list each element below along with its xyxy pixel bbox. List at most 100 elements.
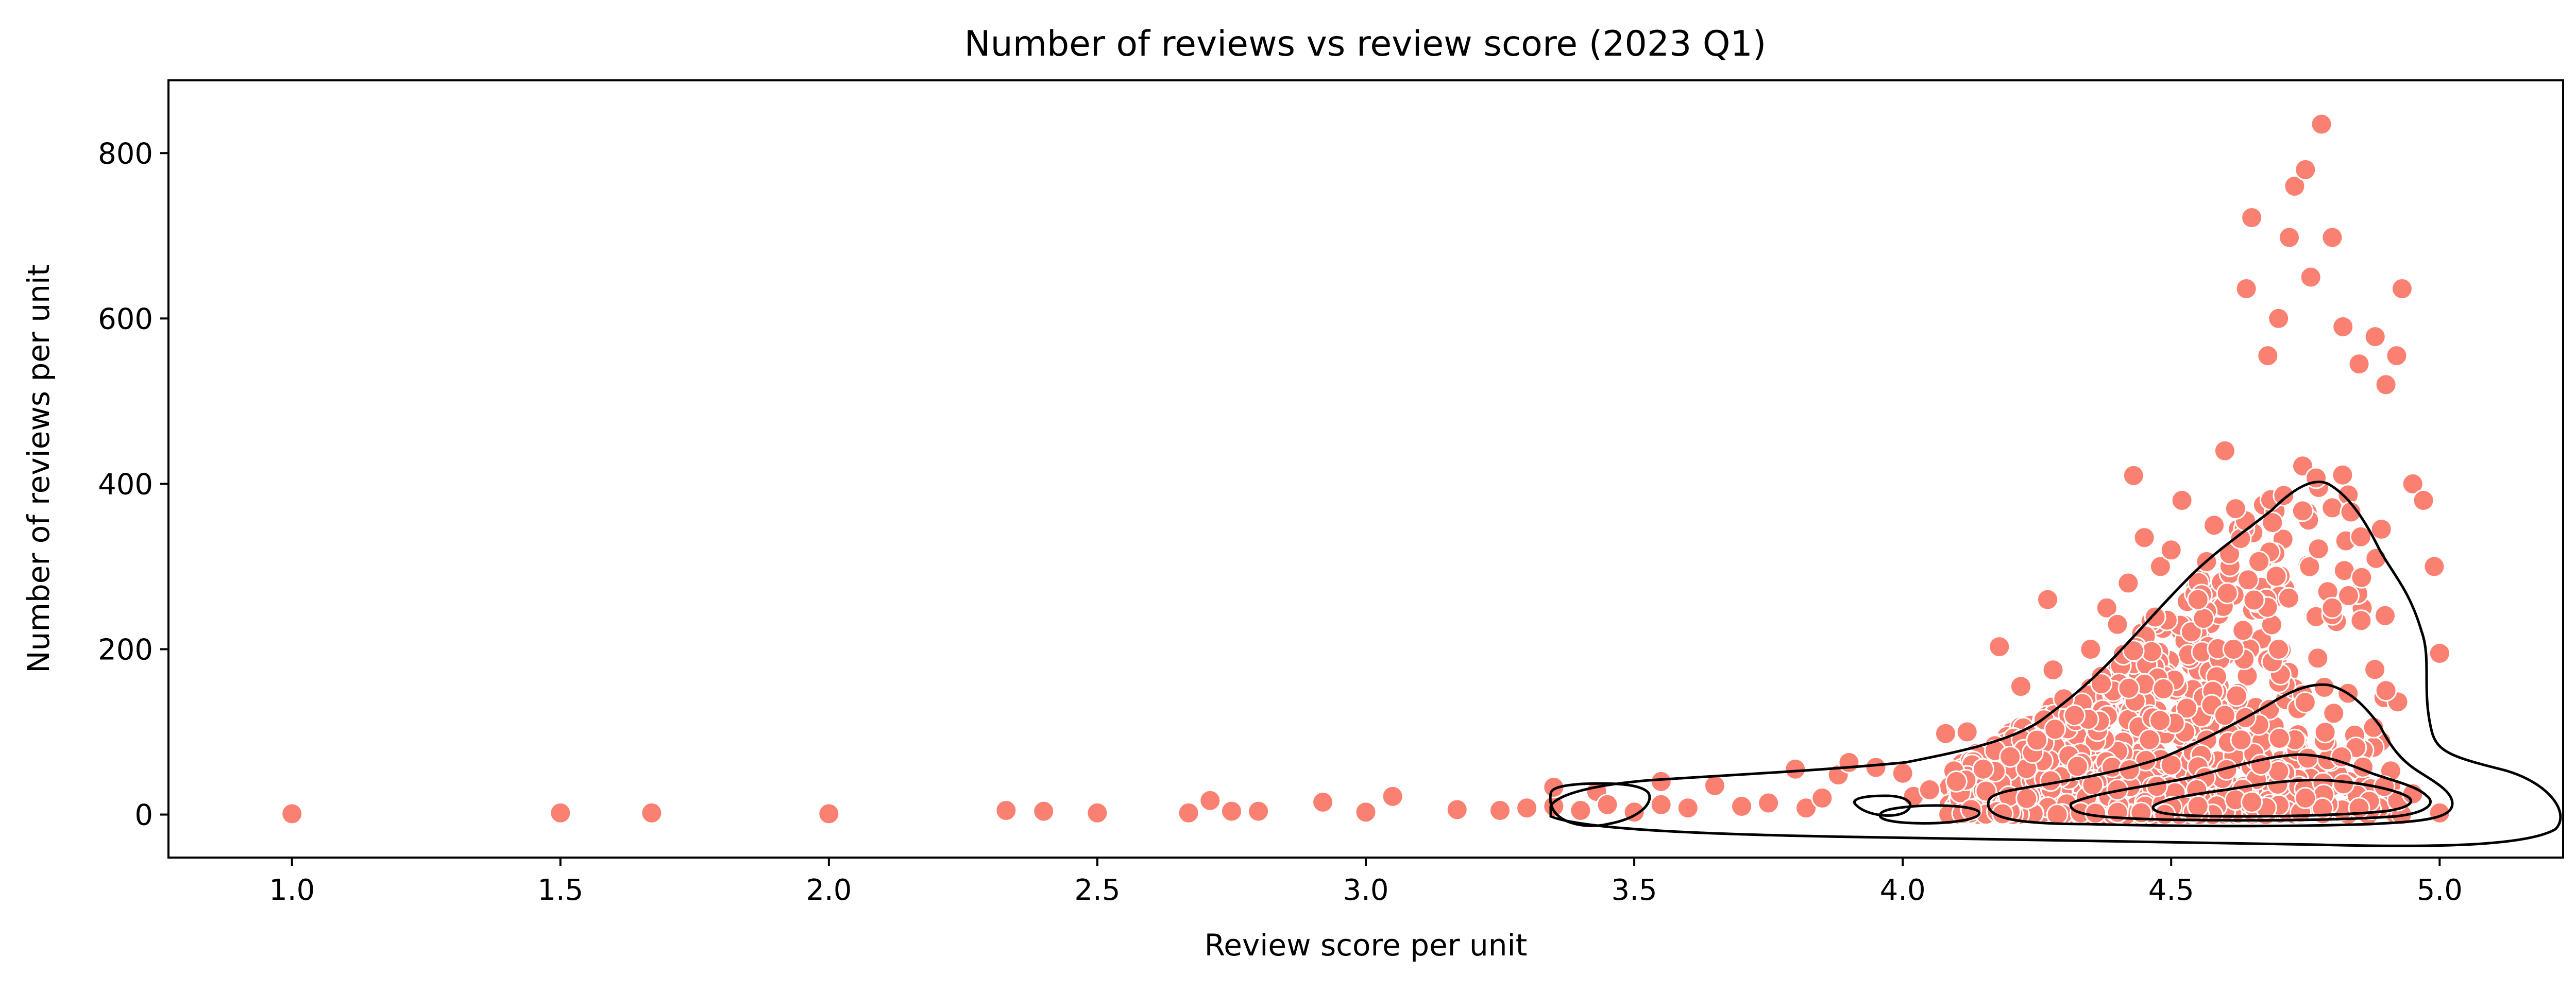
scatter-point <box>2299 266 2322 288</box>
scatter-point <box>2237 569 2260 591</box>
scatter-point <box>2375 679 2397 702</box>
scatter-point <box>2039 769 2062 792</box>
scatter-point <box>2224 498 2247 520</box>
scatter-point <box>2176 697 2198 720</box>
scatter-point <box>2423 555 2446 578</box>
kde-contours <box>1549 481 2562 847</box>
scatter-point <box>2046 803 2069 826</box>
scatter-point <box>1569 799 1592 822</box>
scatter-point <box>2095 596 2118 619</box>
scatter-point <box>281 802 303 825</box>
scatter-point <box>2160 539 2182 561</box>
scatter-point <box>2375 373 2397 396</box>
scatter-point <box>2291 500 2314 522</box>
scatter-point <box>1247 800 1270 823</box>
scatter-point <box>2294 158 2317 181</box>
y-axis-ticks: 0 200 400 600 800 <box>98 137 168 832</box>
scatter-point <box>2187 795 2209 817</box>
kde-contour-inner <box>2069 753 2432 822</box>
scatter-point <box>2232 619 2255 642</box>
scatter-point <box>1596 793 1619 816</box>
scatter-point <box>2117 677 2140 699</box>
scatter-point <box>2273 484 2295 507</box>
scatter-point <box>2385 345 2408 367</box>
scatter-point <box>1972 758 1994 780</box>
scatter-point <box>2313 676 2335 698</box>
scatter-point <box>2042 659 2064 681</box>
scatter-point <box>1381 785 1404 808</box>
scatter-point <box>2203 514 2226 537</box>
scatter-point <box>2374 604 2396 627</box>
scatter-point <box>1935 722 1957 745</box>
scatter-point <box>1312 791 1334 813</box>
scatter-point <box>2310 113 2333 135</box>
scatter-point <box>549 801 572 824</box>
kde-contour-core <box>2151 778 2413 818</box>
scatter-point <box>2241 207 2263 229</box>
scatter-point <box>1650 793 1672 816</box>
scatter-point <box>1086 801 1109 824</box>
scatter-point <box>1543 795 1565 817</box>
scatter-point <box>2391 278 2413 300</box>
scatter-point <box>2117 572 2140 594</box>
scatter-point <box>2053 688 2075 710</box>
scatter-point <box>1177 801 1200 824</box>
scatter-point <box>2268 727 2291 749</box>
x-tick-label: 1.5 <box>537 874 583 907</box>
x-tick-label: 4.5 <box>2148 874 2194 907</box>
scatter-point <box>2364 658 2386 681</box>
scatter-point <box>2332 315 2354 338</box>
scatter-point <box>818 802 840 825</box>
x-axis-ticks: 1.0 1.5 2.0 2.5 3.0 3.5 4.0 4.5 5.0 <box>269 858 2463 907</box>
scatter-point <box>1988 636 2011 658</box>
x-axis-label: Review score per unit <box>1205 928 1528 963</box>
scatter-point <box>2321 596 2344 619</box>
x-tick-label: 5.0 <box>2417 874 2463 907</box>
scatter-point <box>2277 587 2300 609</box>
scatter-point <box>2348 797 2370 819</box>
x-tick-label: 3.0 <box>1343 874 1388 907</box>
scatter-point <box>2314 721 2336 744</box>
scatter-point <box>2294 691 2316 714</box>
scatter-point <box>1731 795 1753 817</box>
scatter-point <box>1865 756 1887 779</box>
kde-contour-main-outer <box>1549 481 2562 847</box>
scatter-point <box>2337 584 2360 607</box>
scatter-point <box>2216 582 2239 605</box>
scatter-point <box>2106 613 2129 636</box>
scatter-point <box>2350 566 2373 589</box>
scatter-point <box>1891 762 1914 784</box>
scatter-point <box>2321 226 2344 249</box>
scatter-point <box>2298 555 2321 578</box>
scatter-point <box>2026 729 2048 751</box>
scatter-point <box>2187 588 2209 611</box>
scatter-point <box>2243 589 2265 611</box>
scatter-point <box>2090 673 2113 695</box>
scatter-point <box>2009 675 2032 698</box>
scatter-point <box>1838 751 1860 774</box>
scatter-point <box>1999 745 2022 768</box>
scatter-point <box>2331 464 2354 486</box>
kde-contour-outer <box>1549 782 1651 827</box>
x-tick-label: 2.0 <box>806 874 852 907</box>
scatter-point <box>2106 801 2129 824</box>
scatter-point <box>1784 758 1807 780</box>
scatter-point <box>2152 677 2175 700</box>
scatter-point <box>2294 786 2317 809</box>
kde-contour-3.4 <box>1853 794 1912 817</box>
y-tick-label: 200 <box>98 633 153 666</box>
scatter-point <box>2015 787 2038 810</box>
scatter-point <box>1354 801 1377 824</box>
x-tick-label: 3.5 <box>1612 874 1657 907</box>
scatter-point <box>1489 799 1511 822</box>
scatter-point <box>2370 518 2393 540</box>
scatter-point <box>2122 464 2145 487</box>
x-tick-label: 2.5 <box>1074 874 1120 907</box>
scatter-point <box>1811 786 1834 809</box>
scatter-point <box>2267 638 2290 660</box>
scatter-point <box>2235 278 2258 300</box>
scatter-point <box>2213 704 2236 727</box>
